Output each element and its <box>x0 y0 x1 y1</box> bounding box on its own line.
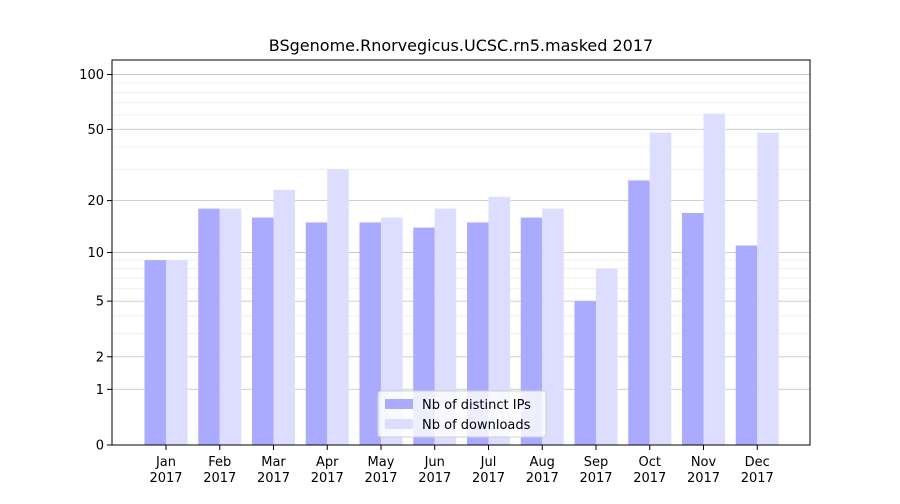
bar-downloads <box>649 132 672 446</box>
chart-title: BSgenome.Rnorvegicus.UCSC.rn5.masked 201… <box>269 36 653 55</box>
x-tick-label: 2017 <box>687 471 720 486</box>
x-tick-label: Apr <box>316 455 339 470</box>
y-tick-label: 1 <box>96 383 104 398</box>
bar-distinct-ips <box>305 222 328 445</box>
x-tick-label: Nov <box>691 455 717 470</box>
x-tick-label: 2017 <box>526 471 559 486</box>
x-tick-label: Jul <box>480 455 497 470</box>
bar-distinct-ips <box>735 245 758 445</box>
x-tick-label: 2017 <box>579 471 612 486</box>
y-tick-label: 100 <box>79 68 104 83</box>
legend-swatch <box>385 419 413 429</box>
x-tick-label: Aug <box>530 455 555 470</box>
bar-downloads <box>273 189 295 445</box>
y-tick-label: 5 <box>96 295 104 310</box>
legend[interactable]: Nb of distinct IPs Nb of downloads <box>377 390 547 438</box>
bar-downloads <box>596 268 618 445</box>
bar-downloads <box>327 169 349 445</box>
y-tick-label: 0 <box>96 439 104 454</box>
x-tick-label: May <box>368 455 395 470</box>
x-tick-label: Jan <box>155 455 176 470</box>
bar-distinct-ips <box>359 222 381 445</box>
bar-distinct-ips <box>574 301 596 445</box>
bar-downloads <box>219 208 242 445</box>
bar-downloads <box>166 260 188 445</box>
x-tick-label: 2017 <box>418 471 451 486</box>
y-tick-label: 2 <box>96 350 104 365</box>
x-tick-label: 2017 <box>149 471 182 486</box>
x-tick-label: Jun <box>424 455 445 470</box>
bar-downloads <box>488 196 510 445</box>
x-tick-label: 2017 <box>633 471 666 486</box>
bar-distinct-ips <box>682 212 704 445</box>
bar-downloads <box>757 132 779 446</box>
y-tick-label: 10 <box>87 246 104 261</box>
y-tick-label: 50 <box>87 123 104 138</box>
x-tick-label: 2017 <box>741 471 774 486</box>
x-tick-label: 2017 <box>472 471 505 486</box>
legend-label: Nb of distinct IPs <box>422 398 531 413</box>
x-tick-label: Sep <box>584 455 609 470</box>
bar-distinct-ips <box>252 217 274 445</box>
x-tick-label: 2017 <box>257 471 290 486</box>
x-tick-label: Oct <box>639 455 661 470</box>
bar-downloads <box>703 113 725 446</box>
y-tick-label: 20 <box>87 194 104 209</box>
x-tick-label: Mar <box>261 455 286 470</box>
x-tick-label: Feb <box>208 455 231 470</box>
bar-downloads <box>381 217 403 445</box>
x-tick-label: 2017 <box>311 471 344 486</box>
x-tick-label: 2017 <box>364 471 397 486</box>
bar-distinct-ips <box>198 208 220 445</box>
bar-distinct-ips <box>628 180 650 446</box>
bar-downloads <box>434 208 457 445</box>
bar-distinct-ips <box>467 222 489 445</box>
bar-distinct-ips <box>144 260 166 445</box>
legend-swatch <box>385 399 413 409</box>
axes: Jan2017Feb2017Mar2017Apr2017May2017Jun20… <box>79 59 811 486</box>
bars <box>144 113 779 446</box>
bar-downloads <box>542 208 564 445</box>
x-tick-label: Dec <box>745 455 770 470</box>
legend-label: Nb of downloads <box>422 418 531 433</box>
x-tick-label: 2017 <box>203 471 236 486</box>
legend-box <box>377 390 547 438</box>
bar-distinct-ips <box>520 217 543 445</box>
